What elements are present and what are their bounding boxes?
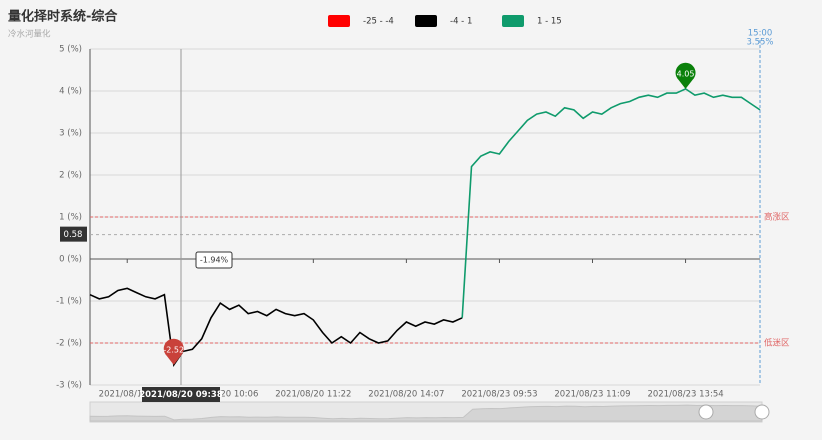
x-tick-label: 2021/08/23 13:54: [647, 390, 723, 400]
y-tick-label: -3 (%): [56, 381, 82, 391]
mark-pin-label: -2.52: [163, 345, 184, 354]
chart-title: 量化择时系统-综合: [8, 9, 118, 25]
y-tick-label: 5 (%): [59, 45, 82, 55]
data-line: [461, 87, 761, 318]
x-tick-label: 2021/08/23 11:09: [554, 390, 630, 400]
y-tick-label: 1 (%): [59, 213, 82, 223]
zoom-preview: [89, 404, 763, 422]
x-tick-label: 2021/08/19 1: [99, 390, 156, 400]
end-value: 3.55%: [746, 38, 773, 48]
legend-swatch: [328, 15, 350, 27]
y-tick-label: 4 (%): [59, 87, 82, 97]
legend-label: -4 - 1: [450, 17, 472, 27]
x-tick-label: 2021/08/20 14:07: [368, 390, 444, 400]
chart-subtitle: 冷水河量化: [8, 29, 51, 40]
end-time: 15:00: [748, 29, 773, 39]
y-tick-label: -2 (%): [56, 339, 82, 349]
x-tick-label: 2021/08/23 09:53: [461, 390, 537, 400]
x-tick-label: 2021/08/20 11:22: [275, 390, 351, 400]
pointer-time: 2021/08/20 09:38: [139, 390, 223, 400]
tooltip-label: -1.94%: [200, 256, 229, 265]
mark-pin: [163, 338, 184, 365]
mark-pin: [675, 62, 696, 89]
mark-line-label: 低迷区: [764, 338, 790, 349]
x-tick-label: 2021/08/20 10:06: [182, 390, 258, 400]
mark-pin-label: 4.05: [677, 69, 695, 78]
legend-swatch: [502, 15, 524, 27]
y-tick-label: 2 (%): [59, 171, 82, 181]
legend-label: -25 - -4: [363, 17, 394, 27]
y-tick-label: -1 (%): [56, 297, 82, 307]
mark-line-label: 高涨区: [764, 212, 790, 223]
pointer-label-box: [60, 226, 87, 242]
pointer-time-box: [142, 387, 220, 402]
zoom-handle[interactable]: [698, 404, 714, 420]
data-line: [89, 287, 463, 367]
zoom-handle[interactable]: [754, 404, 770, 420]
legend-label: 1 - 15: [537, 17, 562, 27]
legend-swatch: [415, 15, 437, 27]
y-tick-label: 0 (%): [59, 255, 82, 265]
tooltip: [195, 251, 233, 269]
pointer-label: 0.58: [64, 230, 83, 240]
y-tick-label: 3 (%): [59, 129, 82, 139]
